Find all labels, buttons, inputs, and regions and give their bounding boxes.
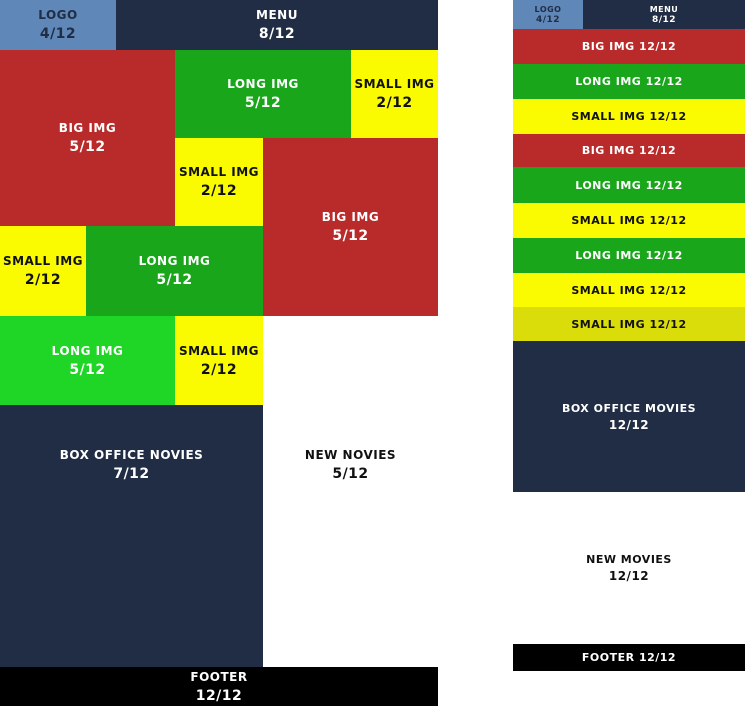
desktop-menu-block: MENU 8/12 <box>116 0 438 50</box>
desktop-new-movies-block: NEW NOVIES 5/12 <box>263 405 438 667</box>
logo-cols: 4/12 <box>39 26 77 42</box>
box-office-cols: 7/12 <box>113 466 150 482</box>
mobile-row-5: LONG IMG 12/12 <box>513 167 745 203</box>
big-img-2-cols: 5/12 <box>332 228 369 244</box>
desktop-small-img-1: SMALL IMG 2/12 <box>351 50 438 138</box>
mobile-row-label: SMALL IMG 12/12 <box>571 214 687 227</box>
mobile-new-movies-block: NEW MOVIES 12/12 <box>513 492 745 644</box>
small-img-4-cols: 2/12 <box>200 361 238 378</box>
mobile-row-label: LONG IMG 12/12 <box>575 178 683 192</box>
small-img-3-cols: 2/12 <box>24 272 62 288</box>
footer-cols: 12/12 <box>195 687 243 704</box>
mobile-box-office-label: BOX OFFICE MOVIES <box>561 401 697 415</box>
mobile-row-9: SMALL IMG 12/12 <box>513 307 745 341</box>
small-img-2-cols: 2/12 <box>200 183 238 199</box>
mobile-row-label: LONG IMG 12/12 <box>575 75 683 88</box>
small-img-1-cols: 2/12 <box>376 95 413 111</box>
mobile-box-office-block: BOX OFFICE MOVIES 12/12 <box>513 341 745 492</box>
footer-label: FOOTER <box>190 669 248 684</box>
mobile-footer-label: FOOTER 12/12 <box>581 651 677 664</box>
mobile-row-label: SMALL IMG 12/12 <box>571 110 687 123</box>
long-img-3-label: LONG IMG <box>51 343 124 358</box>
small-img-2-label: SMALL IMG <box>178 165 260 179</box>
desktop-big-img-1: BIG IMG 5/12 <box>0 50 175 226</box>
big-img-2-label: BIG IMG <box>321 210 380 224</box>
small-img-3-label: SMALL IMG <box>2 254 84 268</box>
long-img-3-cols: 5/12 <box>69 361 106 378</box>
mobile-row-4: BIG IMG 12/12 <box>513 134 745 167</box>
desktop-long-img-1: LONG IMG 5/12 <box>175 50 351 138</box>
desktop-logo-block: LOGO 4/12 <box>0 0 116 50</box>
mobile-row-label: SMALL IMG 12/12 <box>571 317 687 331</box>
mobile-logo-block: LOGO 4/12 <box>513 0 583 29</box>
desktop-long-img-2: LONG IMG 5/12 <box>86 226 263 316</box>
long-img-2-cols: 5/12 <box>156 272 193 288</box>
small-img-4-label: SMALL IMG <box>178 343 260 358</box>
mobile-footer-block: FOOTER 12/12 <box>513 644 745 671</box>
new-movies-label: NEW NOVIES <box>304 448 397 462</box>
long-img-2-label: LONG IMG <box>138 254 211 268</box>
long-img-1-cols: 5/12 <box>244 95 282 111</box>
desktop-small-img-3: SMALL IMG 2/12 <box>0 226 86 316</box>
mobile-box-office-cols: 12/12 <box>608 417 650 432</box>
big-img-1-label: BIG IMG <box>58 121 117 135</box>
desktop-footer-block: FOOTER 12/12 <box>0 667 438 706</box>
box-office-label: BOX OFFICE NOVIES <box>59 448 204 462</box>
desktop-small-img-2: SMALL IMG 2/12 <box>175 138 263 226</box>
mobile-row-label: LONG IMG 12/12 <box>575 249 683 262</box>
long-img-1-label: LONG IMG <box>227 77 299 91</box>
desktop-long-img-3: LONG IMG 5/12 <box>0 316 175 405</box>
logo-label: LOGO <box>38 8 78 22</box>
menu-cols: 8/12 <box>258 26 296 42</box>
mobile-row-label: BIG IMG 12/12 <box>581 40 677 53</box>
mobile-menu-block: MENU 8/12 <box>583 0 745 29</box>
big-img-1-cols: 5/12 <box>69 139 106 155</box>
menu-label: MENU <box>256 8 298 22</box>
desktop-box-office-block: BOX OFFICE NOVIES 7/12 <box>0 405 263 667</box>
mobile-row-7: LONG IMG 12/12 <box>513 238 745 273</box>
mobile-menu-cols: 8/12 <box>651 14 677 25</box>
desktop-small-img-4: SMALL IMG 2/12 <box>175 316 263 405</box>
mobile-row-1: BIG IMG 12/12 <box>513 29 745 64</box>
new-movies-cols: 5/12 <box>332 466 369 482</box>
mobile-row-3: SMALL IMG 12/12 <box>513 99 745 134</box>
mobile-row-2: LONG IMG 12/12 <box>513 64 745 99</box>
mobile-row-label: BIG IMG 12/12 <box>581 144 677 157</box>
desktop-big-img-2: BIG IMG 5/12 <box>263 138 438 316</box>
mobile-row-label: SMALL IMG 12/12 <box>571 283 687 297</box>
small-img-1-label: SMALL IMG <box>354 77 435 91</box>
mobile-new-movies-cols: 12/12 <box>608 569 650 583</box>
mobile-row-6: SMALL IMG 12/12 <box>513 203 745 238</box>
mobile-new-movies-label: NEW MOVIES <box>586 553 672 566</box>
mobile-logo-cols: 4/12 <box>535 14 561 25</box>
mobile-logo-label: LOGO <box>534 4 562 14</box>
mobile-row-8: SMALL IMG 12/12 <box>513 273 745 307</box>
mobile-menu-label: MENU <box>649 4 679 14</box>
